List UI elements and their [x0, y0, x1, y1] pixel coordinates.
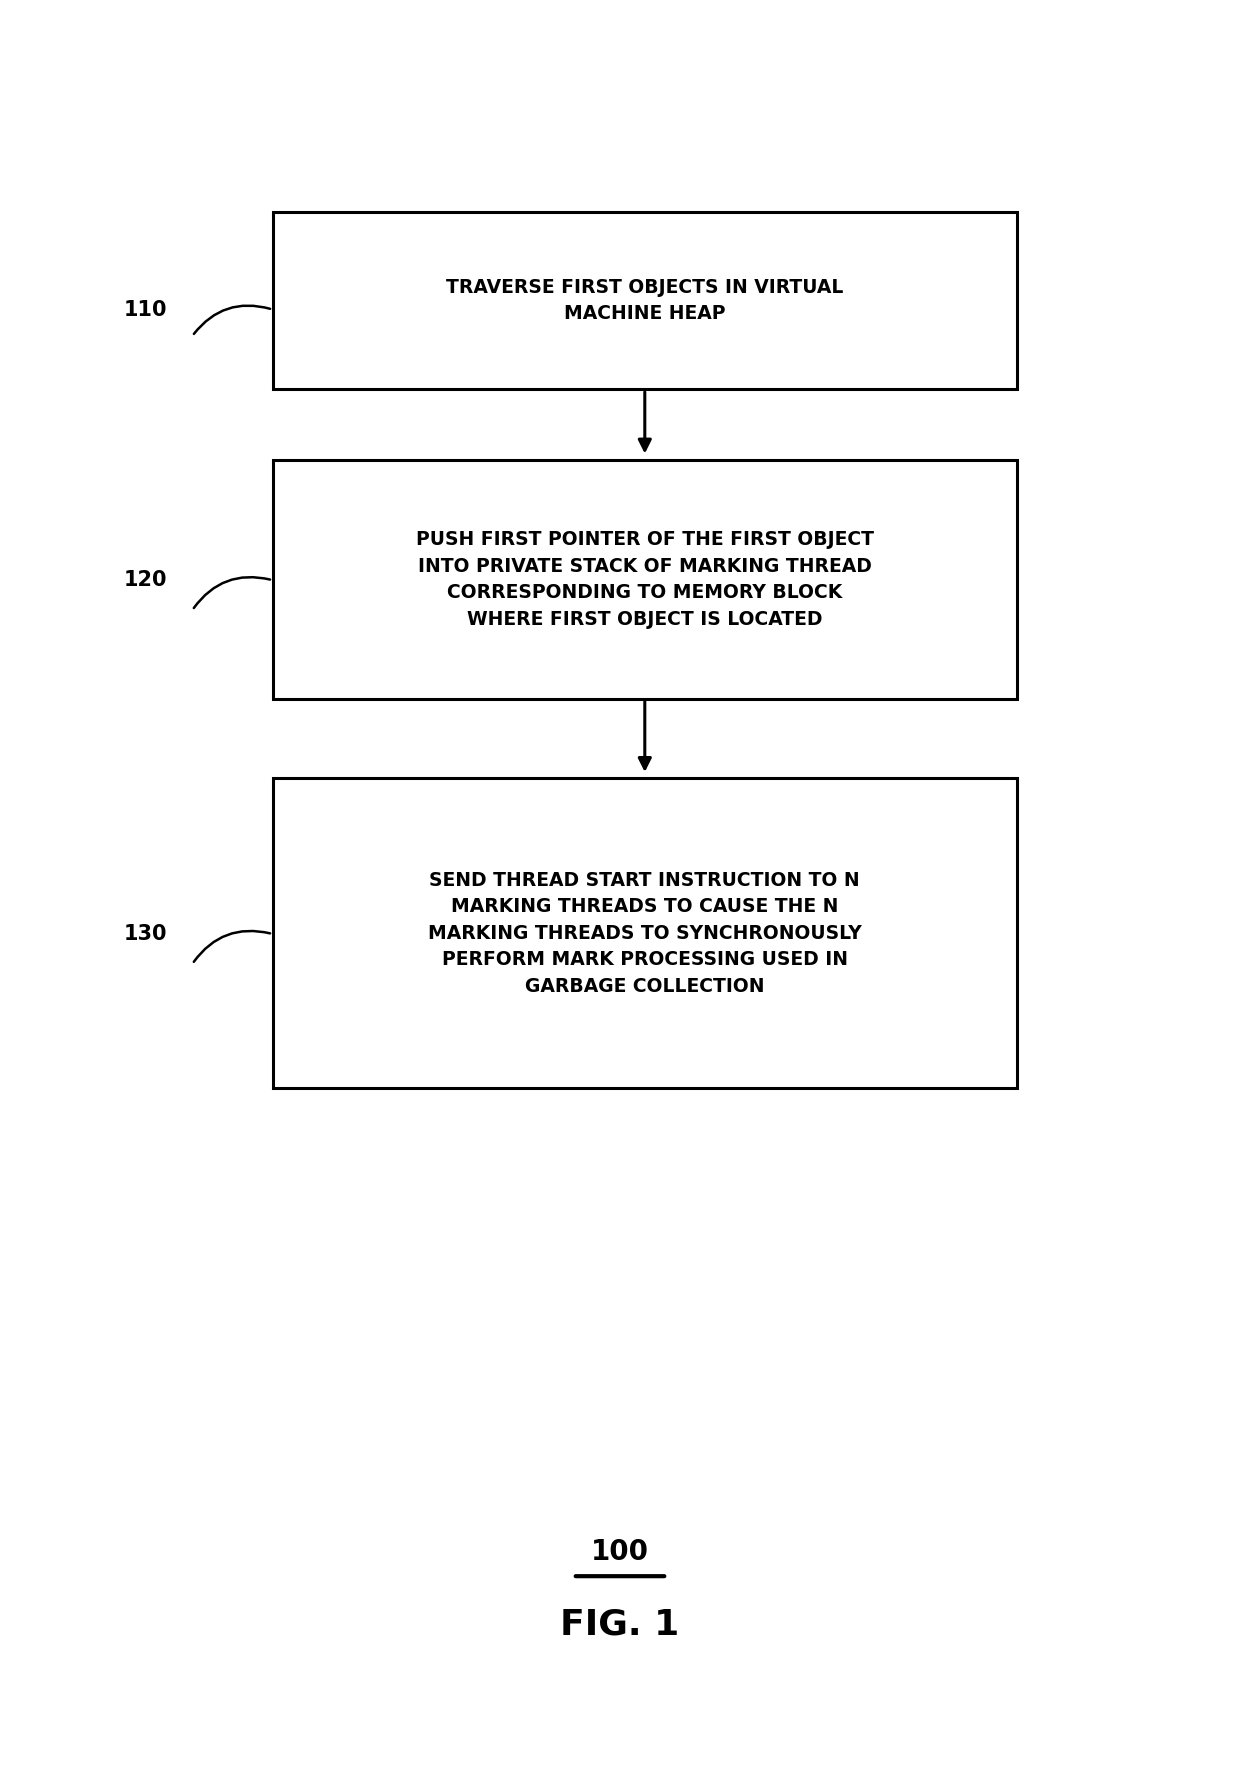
FancyBboxPatch shape	[273, 460, 1017, 699]
Text: 110: 110	[124, 299, 167, 320]
FancyBboxPatch shape	[273, 212, 1017, 389]
Text: SEND THREAD START INSTRUCTION TO N
MARKING THREADS TO CAUSE THE N
MARKING THREAD: SEND THREAD START INSTRUCTION TO N MARKI…	[428, 870, 862, 996]
Text: FIG. 1: FIG. 1	[560, 1608, 680, 1642]
FancyBboxPatch shape	[273, 778, 1017, 1088]
Text: 100: 100	[591, 1537, 649, 1566]
Text: 120: 120	[124, 570, 167, 591]
Text: PUSH FIRST POINTER OF THE FIRST OBJECT
INTO PRIVATE STACK OF MARKING THREAD
CORR: PUSH FIRST POINTER OF THE FIRST OBJECT I…	[415, 531, 874, 628]
Text: 130: 130	[124, 923, 167, 945]
Text: TRAVERSE FIRST OBJECTS IN VIRTUAL
MACHINE HEAP: TRAVERSE FIRST OBJECTS IN VIRTUAL MACHIN…	[446, 278, 843, 324]
